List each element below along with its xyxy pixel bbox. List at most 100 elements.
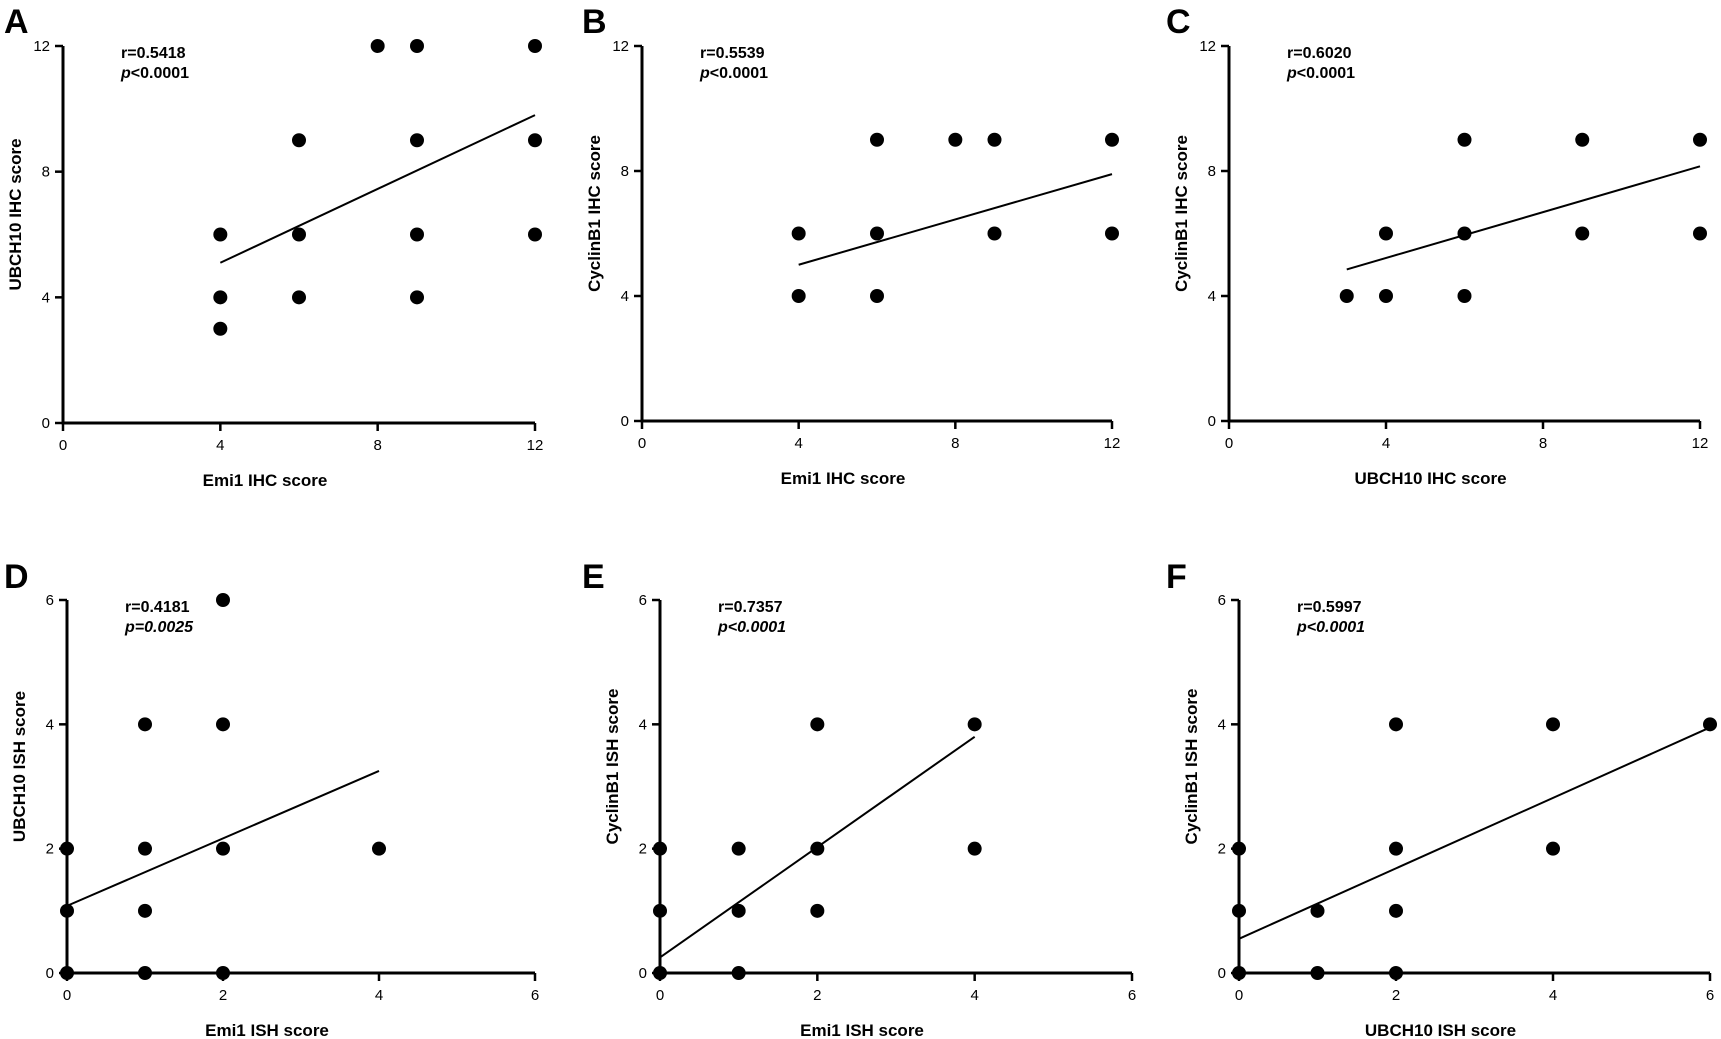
panel-f: F 0 2 4 6 0 2 4 6 UBCH10 ISH score CyclinB1 ISH sc… [1166,558,1717,1039]
data-point [213,321,228,336]
p-value: p=0.0025 [124,619,194,636]
data-point [1457,226,1472,241]
x-tick-label: 2 [813,987,821,1004]
r-value: r=0.5418 [121,45,186,62]
p-symbol: p [1286,65,1297,82]
data-point [948,132,963,147]
data-point [1389,841,1403,856]
x-tick-label: 4 [216,437,224,454]
data-point [1457,132,1472,147]
data-point [791,226,806,241]
p-number: <0.0001 [1297,65,1355,82]
x-tick-label: 4 [970,987,978,1004]
regression-line [1346,165,1701,271]
x-tick-label: 4 [375,987,383,1004]
data-point [213,227,228,242]
panel-b: B 0 4 8 12 0 4 8 12 Emi1 IHC score CyclinB1 IHC sc… [582,3,1120,488]
data-point [1389,717,1403,732]
data-point [370,39,385,53]
data-point [410,227,424,242]
data-point [1339,289,1354,303]
regression-line [798,173,1113,266]
y-axis-label: CyclinB1 IHC score [585,135,604,292]
x-axis-label: UBCH10 ISH score [1365,1021,1516,1039]
data-point [216,966,230,980]
data-point [870,226,884,241]
data-point [138,903,152,918]
data-point [731,903,746,918]
p-value: p<0.0001 [717,619,786,636]
r-value: r=0.5539 [700,45,765,62]
data-point [60,966,74,980]
x-tick-label: 0 [59,437,67,454]
data-point [1105,226,1119,241]
p-number: <0.0001 [710,65,768,82]
r-value: r=0.4181 [125,599,190,616]
y-tick-label: 4 [1218,716,1226,733]
data-point [292,133,306,148]
p-symbol: p [124,619,135,636]
data-point [528,227,542,242]
data-point [1693,132,1707,147]
panel-letter: A [4,3,29,41]
data-point [1232,903,1246,918]
data-point [810,717,825,732]
x-tick-label: 6 [1128,987,1136,1004]
p-value: p<0.0001 [699,65,768,82]
data-point [1379,226,1393,241]
data-point [410,290,424,305]
y-axis-label: CyclinB1 IHC score [1172,135,1191,292]
x-tick-label: 4 [1382,435,1390,452]
p-value: p<0.0001 [1296,619,1365,636]
r-value: r=0.5997 [1297,599,1362,616]
data-point [1310,966,1325,980]
regression-line [1238,726,1711,940]
data-point [138,717,152,732]
data-point [216,593,230,607]
data-point [1389,966,1403,980]
p-number: <0.0001 [131,65,189,82]
data-point [1232,841,1246,856]
r-value: r=0.6020 [1287,45,1352,62]
data-point [410,39,424,53]
y-tick-label: 0 [46,965,54,982]
x-tick-label: 12 [1692,435,1709,452]
p-symbol: p [1296,619,1307,636]
y-tick-label: 6 [639,592,647,609]
data-point [1379,289,1393,303]
data-point [1575,226,1590,241]
y-tick-label: 0 [42,415,50,432]
x-tick-label: 0 [1225,435,1233,452]
y-tick-label: 4 [1208,288,1216,305]
data-point [1232,966,1246,980]
panel-d: D 0 2 4 6 0 2 4 6 Emi1 ISH score UBCH10 ISH score r… [4,558,539,1039]
data-point [987,132,1002,147]
data-point [791,289,806,303]
x-tick-label: 12 [1104,435,1121,452]
data-point [870,289,884,303]
panel-letter: B [582,3,607,41]
y-axis-label: CyclinB1 ISH score [1182,689,1201,845]
data-point [60,841,74,856]
x-tick-label: 0 [1235,987,1243,1004]
x-tick-label: 0 [63,987,71,1004]
x-tick-label: 0 [656,987,664,1004]
r-value: r=0.7357 [718,599,783,616]
data-point [653,903,667,918]
x-tick-label: 4 [794,435,802,452]
y-tick-label: 12 [33,38,50,55]
p-number: <0.0001 [1307,619,1365,636]
y-tick-label: 6 [46,592,54,609]
y-tick-label: 4 [46,716,54,733]
regression-line [219,114,536,264]
p-value: p<0.0001 [1286,65,1355,82]
y-tick-label: 8 [42,164,50,181]
data-point [731,966,746,980]
panel-letter: C [1166,3,1191,41]
data-point [1703,717,1717,732]
data-point [987,226,1002,241]
data-point [138,841,152,856]
x-tick-label: 6 [531,987,539,1004]
y-tick-label: 2 [639,841,647,858]
